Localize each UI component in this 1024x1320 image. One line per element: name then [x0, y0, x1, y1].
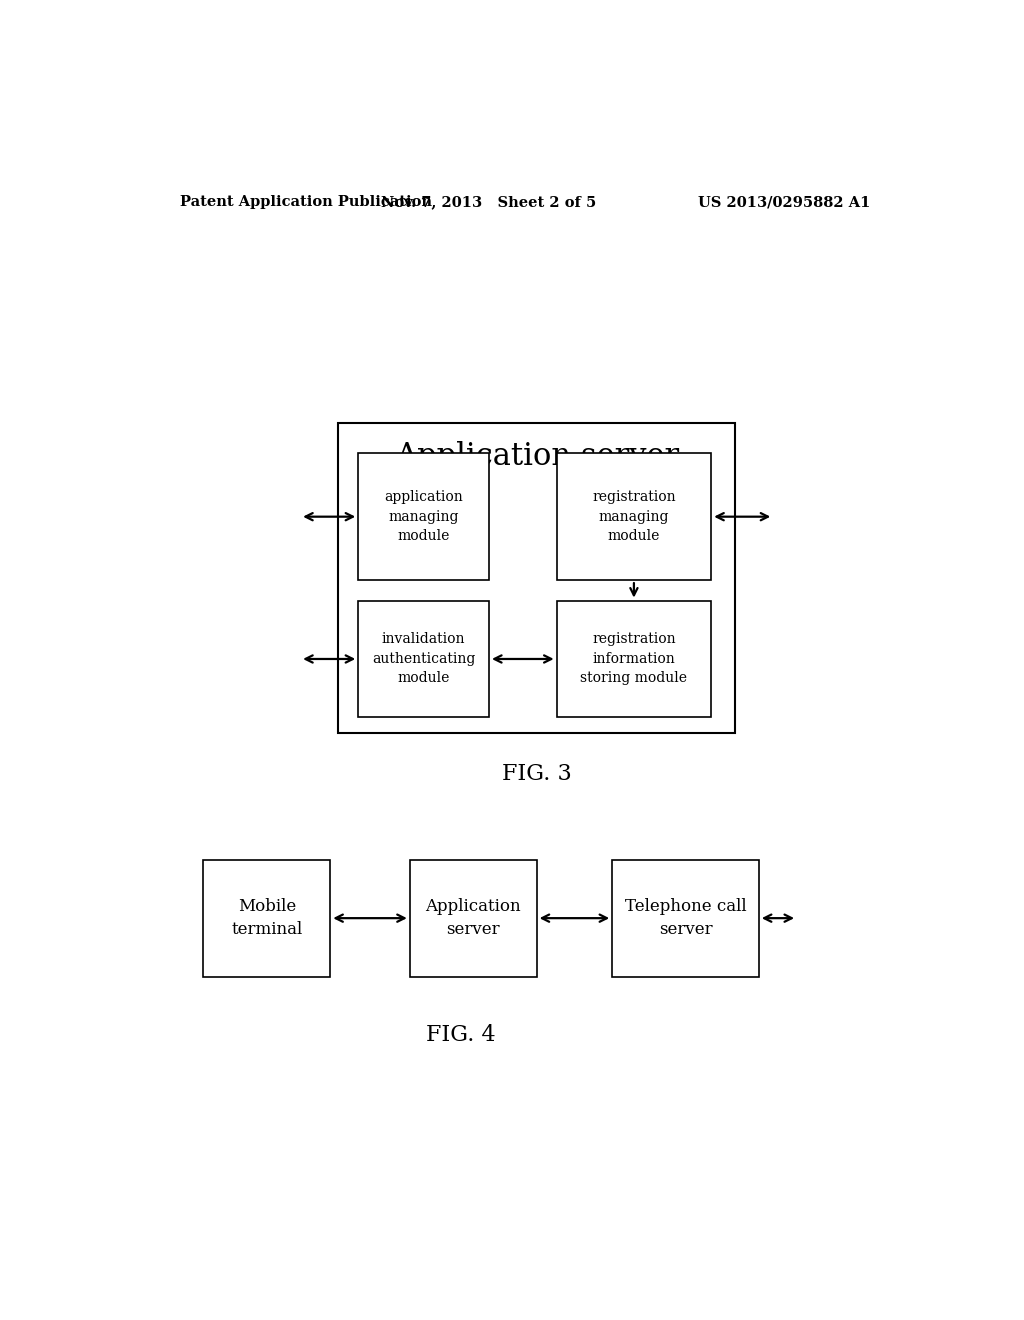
Bar [557, 453, 712, 581]
Bar [557, 601, 712, 718]
Bar [358, 453, 489, 581]
Text: Patent Application Publication: Patent Application Publication [179, 195, 431, 209]
Text: Application
server: Application server [425, 898, 521, 939]
Bar [338, 422, 735, 733]
Text: Mobile
terminal: Mobile terminal [231, 898, 302, 939]
Bar [410, 859, 537, 977]
Text: application
managing
module: application managing module [384, 490, 463, 544]
Text: Telephone call
server: Telephone call server [625, 898, 746, 939]
Bar [358, 601, 489, 718]
Text: registration
managing
module: registration managing module [592, 490, 676, 544]
Text: FIG. 4: FIG. 4 [427, 1024, 496, 1047]
Text: US 2013/0295882 A1: US 2013/0295882 A1 [697, 195, 870, 209]
Text: registration
information
storing module: registration information storing module [581, 632, 687, 685]
Bar [612, 859, 759, 977]
Text: Nov. 7, 2013   Sheet 2 of 5: Nov. 7, 2013 Sheet 2 of 5 [382, 195, 597, 209]
Text: FIG. 3: FIG. 3 [502, 763, 571, 785]
Bar [204, 859, 331, 977]
Text: Application server: Application server [394, 441, 679, 473]
Text: invalidation
authenticating
module: invalidation authenticating module [372, 632, 475, 685]
